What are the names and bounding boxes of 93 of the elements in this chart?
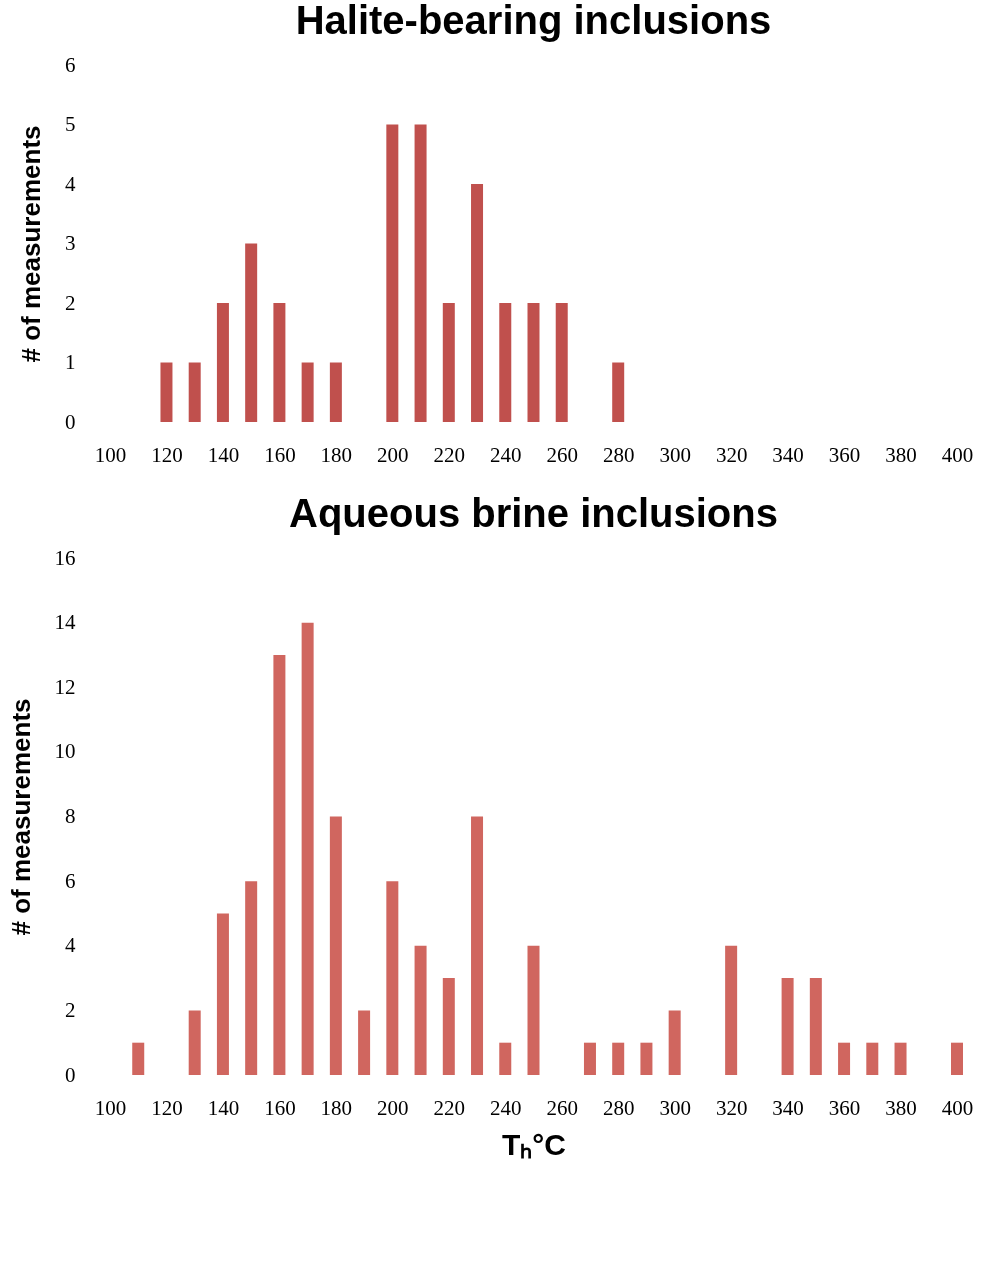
bar bbox=[442, 978, 455, 1075]
bar bbox=[301, 362, 314, 422]
y-tick-label: 2 bbox=[65, 997, 76, 1022]
y-tick-label: 10 bbox=[54, 739, 76, 764]
bar bbox=[329, 362, 342, 422]
x-tick-label: 140 bbox=[207, 1095, 240, 1120]
bar bbox=[640, 1042, 653, 1075]
x-tick-label: 240 bbox=[490, 1095, 522, 1120]
x-tick-label: 320 bbox=[715, 442, 748, 467]
y-tick-label: 4 bbox=[65, 171, 76, 196]
bar bbox=[442, 303, 455, 422]
bar bbox=[273, 654, 286, 1075]
x-tick-label: 260 bbox=[546, 442, 578, 467]
bar bbox=[132, 1042, 145, 1075]
chart-title: Halite-bearing inclusions bbox=[295, 0, 772, 42]
x-tick-label: 400 bbox=[941, 442, 974, 467]
y-tick-label: 0 bbox=[65, 1062, 76, 1087]
x-tick-label: 220 bbox=[433, 442, 466, 467]
bar bbox=[329, 816, 342, 1075]
x-tick-label: 360 bbox=[828, 442, 861, 467]
x-tick-label: 340 bbox=[772, 1095, 804, 1120]
bar bbox=[951, 1042, 963, 1075]
bar bbox=[245, 881, 258, 1075]
x-axis-title: Tₕ°C bbox=[502, 1127, 566, 1161]
bar bbox=[273, 303, 286, 422]
bar bbox=[725, 945, 738, 1075]
bar bbox=[499, 1042, 512, 1075]
x-tick-label: 280 bbox=[602, 1095, 635, 1120]
bar bbox=[414, 124, 427, 422]
y-tick-label: 12 bbox=[54, 674, 76, 699]
x-tick-label: 100 bbox=[94, 1095, 127, 1120]
chart-title: Aqueous brine inclusions bbox=[289, 491, 778, 535]
x-tick-label: 180 bbox=[320, 442, 353, 467]
x-tick-label: 360 bbox=[828, 1095, 861, 1120]
x-tick-label: 340 bbox=[772, 442, 804, 467]
bar bbox=[612, 1042, 625, 1075]
bar bbox=[386, 881, 399, 1075]
x-tick-label: 380 bbox=[885, 442, 917, 467]
bar bbox=[838, 1042, 851, 1075]
x-tick-label: 320 bbox=[715, 1095, 748, 1120]
x-tick-label: 300 bbox=[659, 442, 691, 467]
x-tick-label: 160 bbox=[264, 442, 296, 467]
bar bbox=[386, 124, 399, 422]
x-tick-label: 300 bbox=[659, 1095, 691, 1120]
y-tick-label: 1 bbox=[65, 350, 76, 374]
x-tick-label: 400 bbox=[941, 1095, 974, 1120]
bar bbox=[216, 303, 229, 422]
x-tick-label: 180 bbox=[320, 1095, 353, 1120]
x-tick-label: 380 bbox=[885, 1095, 917, 1120]
bar bbox=[866, 1042, 879, 1075]
x-tick-label: 220 bbox=[433, 1095, 466, 1120]
y-tick-label: 5 bbox=[65, 112, 76, 136]
bar bbox=[414, 945, 427, 1075]
bar bbox=[471, 816, 484, 1075]
y-tick-label: 8 bbox=[65, 804, 76, 828]
y-tick-label: 16 bbox=[54, 545, 76, 570]
bar bbox=[216, 913, 229, 1075]
x-tick-label: 260 bbox=[546, 1095, 578, 1120]
x-tick-label: 160 bbox=[264, 1095, 296, 1120]
bar bbox=[809, 978, 822, 1075]
bar bbox=[188, 1010, 201, 1075]
y-axis-title: # of measurements bbox=[5, 698, 36, 936]
bar bbox=[781, 978, 794, 1075]
y-tick-label: 3 bbox=[65, 231, 76, 255]
y-tick-label: 14 bbox=[54, 610, 76, 635]
y-axis-title: # of measurements bbox=[16, 125, 46, 363]
x-tick-label: 140 bbox=[207, 442, 240, 467]
bar bbox=[499, 303, 512, 422]
y-tick-label: 6 bbox=[65, 868, 76, 893]
bar bbox=[358, 1010, 371, 1075]
bar bbox=[527, 303, 540, 422]
bar bbox=[527, 945, 540, 1075]
bar bbox=[668, 1010, 681, 1075]
bar bbox=[471, 184, 484, 422]
y-tick-label: 4 bbox=[65, 933, 76, 958]
y-tick-label: 6 bbox=[65, 52, 76, 77]
y-tick-label: 0 bbox=[65, 409, 76, 434]
y-tick-label: 2 bbox=[65, 290, 76, 315]
bar bbox=[583, 1042, 596, 1075]
x-tick-label: 240 bbox=[490, 442, 522, 467]
bar bbox=[555, 303, 568, 422]
x-tick-label: 120 bbox=[151, 1095, 183, 1120]
x-tick-label: 120 bbox=[151, 442, 183, 467]
bar bbox=[612, 362, 625, 422]
bar bbox=[245, 243, 258, 422]
x-tick-label: 100 bbox=[94, 442, 127, 467]
bar bbox=[160, 362, 173, 422]
bar bbox=[894, 1042, 907, 1075]
x-tick-label: 280 bbox=[602, 442, 635, 467]
x-tick-label: 200 bbox=[377, 442, 409, 467]
bar bbox=[301, 622, 314, 1075]
bar bbox=[188, 362, 201, 422]
x-tick-label: 200 bbox=[377, 1095, 409, 1120]
